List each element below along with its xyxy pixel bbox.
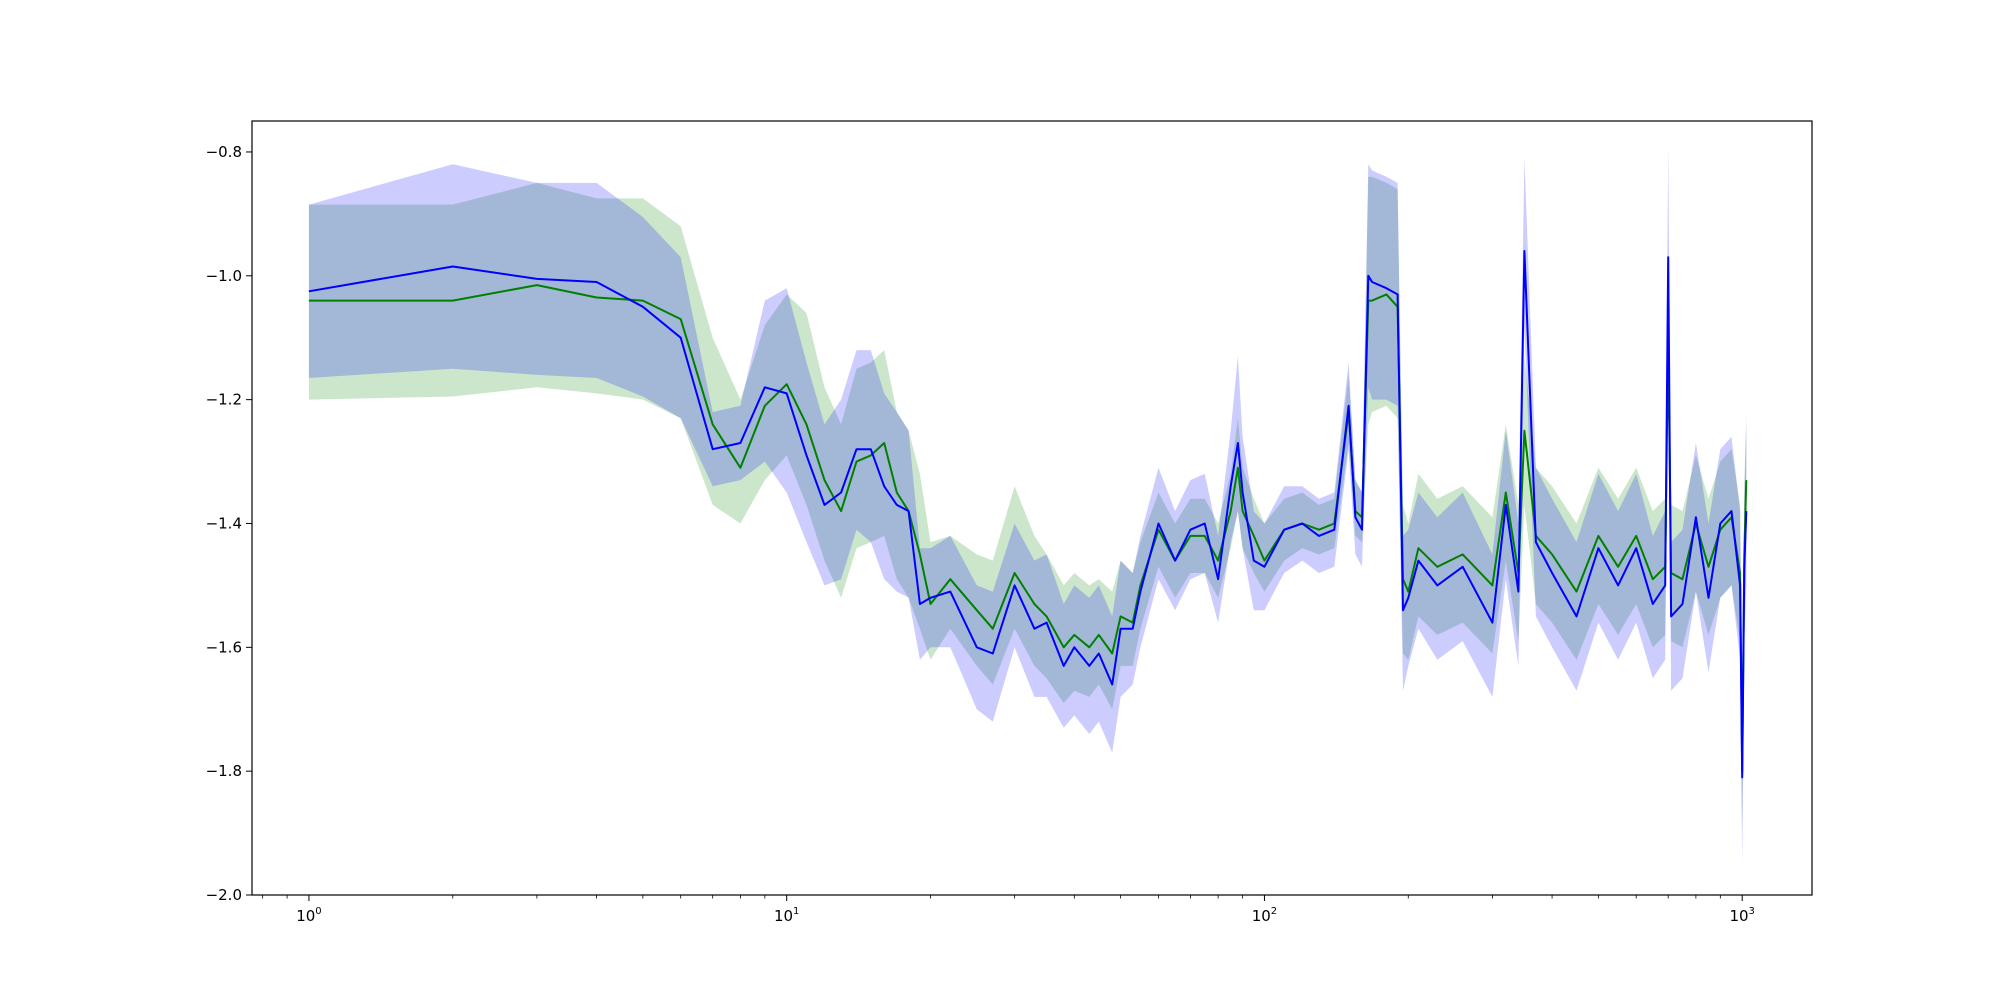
series-2-band <box>308 145 1747 865</box>
y-tick-label: −1.4 <box>206 514 242 532</box>
y-tick-label: −1.0 <box>206 267 242 285</box>
series-1-band <box>308 176 1747 834</box>
y-tick-label: −1.8 <box>206 762 242 780</box>
series-1-line <box>308 284 1748 773</box>
confidence-bands <box>308 145 1747 865</box>
x-tick-label: 101 <box>774 906 799 925</box>
y-tick-label: −1.6 <box>206 638 242 656</box>
x-axis: 100 101 102 103 <box>262 895 1755 925</box>
x-tick-label: 100 <box>296 906 321 925</box>
x-tick-label: 102 <box>1252 906 1277 925</box>
y-tick-label: −1.2 <box>206 391 242 409</box>
series-2-line <box>308 250 1748 779</box>
y-tick-label: −0.8 <box>206 143 242 161</box>
x-tick-label: 103 <box>1729 906 1754 925</box>
series-lines <box>308 250 1748 779</box>
y-axis: −2.0 −1.8 −1.6 −1.4 −1.2 −1.0 −0.8 <box>206 143 252 904</box>
plot-area-frame <box>251 120 1813 896</box>
y-tick-label: −2.0 <box>206 886 242 904</box>
